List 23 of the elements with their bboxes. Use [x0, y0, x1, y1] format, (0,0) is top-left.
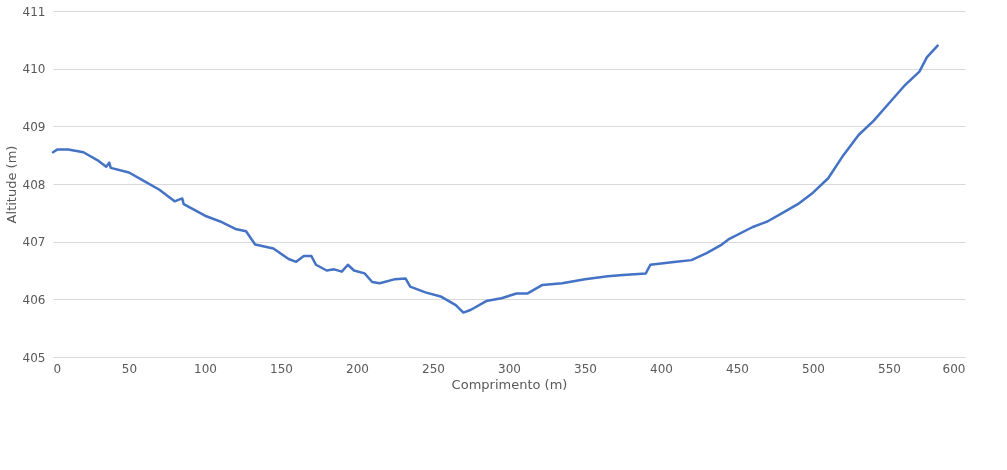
- x-tick-label: 500: [802, 361, 825, 376]
- y-axis-title: Altitude (m): [3, 145, 19, 224]
- y-tick-label: 409: [22, 119, 46, 134]
- y-tick-label: 406: [22, 292, 46, 307]
- x-tick-label: 0: [53, 361, 62, 376]
- x-tick-label: 150: [270, 361, 293, 376]
- x-tick-label: 250: [422, 361, 445, 376]
- x-tick-label: 450: [726, 361, 749, 376]
- x-tick-label: 300: [498, 361, 521, 376]
- x-tick-label: 200: [346, 361, 369, 376]
- x-tick-label: 600: [942, 361, 966, 376]
- y-tick-label: 405: [22, 350, 46, 365]
- line-series: [51, 44, 939, 314]
- x-tick-label: 550: [878, 361, 901, 376]
- x-tick-label: 350: [574, 361, 597, 376]
- y-tick-label: 407: [22, 235, 46, 250]
- y-tick-label: 408: [22, 177, 46, 192]
- x-tick-label: 100: [194, 361, 217, 376]
- y-tick-label: 411: [22, 4, 46, 19]
- y-tick-label: 410: [22, 62, 46, 77]
- x-tick-label: 50: [121, 361, 138, 376]
- x-tick-label: 400: [650, 361, 673, 376]
- x-axis-title: Comprimento (m): [451, 376, 568, 392]
